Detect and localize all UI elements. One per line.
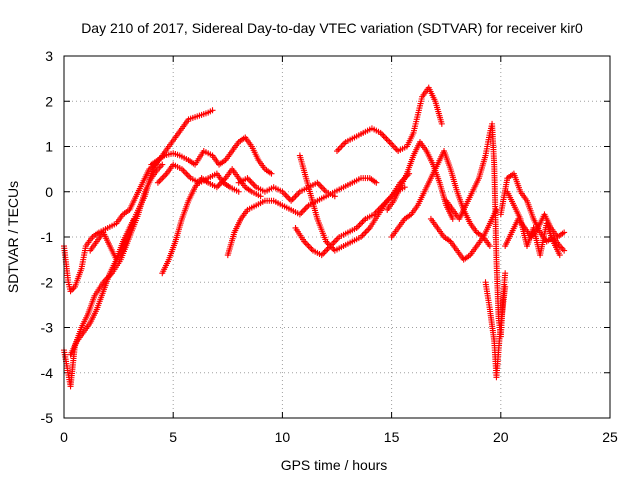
data-point-fill: [159, 175, 166, 182]
y-tick-label: 3: [45, 48, 53, 64]
data-point: [449, 215, 456, 222]
data-point-fill: [298, 209, 305, 216]
data-point-fill: [330, 240, 337, 247]
data-point-fill: [292, 193, 299, 200]
data-point: [502, 283, 509, 290]
data-point-fill: [338, 143, 345, 150]
data-point-fill: [315, 181, 322, 188]
x-tick-label: 15: [384, 429, 400, 445]
data-point-fill: [282, 191, 289, 198]
x-tick-label: 5: [169, 429, 177, 445]
data-point-fill: [318, 184, 325, 191]
data-point: [502, 270, 509, 277]
data-point-fill: [320, 250, 327, 257]
data-point-fill: [363, 227, 370, 234]
y-tick-label: -2: [41, 274, 54, 290]
data-point-fill: [327, 243, 334, 250]
data-point-fill: [362, 229, 369, 236]
data-points: [61, 84, 568, 390]
data-point: [334, 148, 340, 155]
data-point-fill: [245, 176, 252, 183]
data-point-fill: [307, 244, 314, 251]
data-point-fill: [291, 194, 298, 201]
data-point-fill: [320, 185, 327, 192]
data-point: [257, 193, 264, 200]
data-point-fill: [385, 196, 392, 203]
y-tick-label: 2: [45, 93, 53, 109]
y-tick-label: 1: [45, 139, 53, 155]
data-point-fill: [387, 140, 394, 147]
data-point-fill: [335, 146, 342, 153]
data-point-fill: [336, 145, 343, 152]
x-tick-label: 20: [493, 429, 509, 445]
data-point: [438, 120, 445, 127]
data-point-fill: [359, 218, 366, 225]
data-point: [268, 170, 275, 177]
data-point-fill: [304, 241, 311, 248]
data-point-fill: [305, 243, 312, 250]
data-point-fill: [302, 240, 309, 247]
x-tick-label: 0: [60, 429, 68, 445]
data-point-fill: [160, 173, 167, 180]
y-tick-label: -3: [41, 320, 54, 336]
data-point-fill: [250, 181, 257, 188]
data-point-fill: [325, 241, 332, 248]
data-point: [556, 252, 563, 259]
data-point-fill: [384, 137, 391, 144]
data-point-fill: [289, 196, 296, 203]
y-tick-label: -4: [41, 365, 54, 381]
data-point: [235, 188, 242, 195]
data-point-fill: [382, 134, 389, 141]
data-point: [493, 206, 500, 213]
x-tick-label: 10: [275, 429, 291, 445]
data-point-fill: [383, 135, 390, 142]
data-point-fill: [156, 178, 163, 185]
data-point-fill: [285, 194, 292, 201]
data-point-fill: [184, 172, 191, 179]
data-point: [209, 107, 216, 114]
data-point-fill: [215, 182, 222, 189]
data-point-fill: [157, 176, 164, 183]
data-point-fill: [283, 193, 290, 200]
data-point: [561, 229, 568, 236]
tick-labels: 0 5 10 15 20 25 -5 -4 -3 -2 -1 0 1 2 3: [41, 48, 618, 445]
data-point: [561, 247, 568, 254]
y-axis-label: SDTVAR / TECUs: [5, 181, 21, 293]
data-point-fill: [331, 238, 338, 245]
data-point-fill: [365, 226, 372, 233]
data-point-fill: [339, 141, 346, 148]
data-point-fill: [248, 179, 255, 186]
data-point-fill: [162, 172, 169, 179]
data-point: [486, 243, 493, 250]
chart-title: Day 210 of 2017, Sidereal Day-to-day VTE…: [81, 20, 583, 36]
data-point: [288, 197, 295, 204]
data-point: [159, 161, 166, 168]
data-point-fill: [181, 169, 188, 176]
data-point-fill: [301, 206, 308, 213]
y-tick-label: 0: [45, 184, 53, 200]
data-point-fill: [358, 220, 365, 227]
data-point: [373, 179, 380, 186]
data-point-fill: [380, 132, 387, 139]
y-tick-label: -1: [41, 229, 54, 245]
data-point-fill: [302, 205, 309, 212]
y-tick-label: -5: [41, 410, 54, 426]
plot-frame: [63, 55, 611, 419]
data-point-fill: [356, 221, 363, 228]
data-point-fill: [293, 191, 300, 198]
x-tick-label: 25: [602, 429, 618, 445]
x-axis-label: GPS time / hours: [281, 457, 388, 473]
data-point-fill: [323, 247, 330, 254]
data-point-fill: [360, 230, 367, 237]
data-point-fill: [333, 237, 340, 244]
data-point-fill: [389, 141, 396, 148]
data-point: [154, 179, 161, 186]
data-point-fill: [183, 170, 190, 177]
data-point: [331, 193, 338, 200]
data-point-fill: [324, 246, 331, 253]
